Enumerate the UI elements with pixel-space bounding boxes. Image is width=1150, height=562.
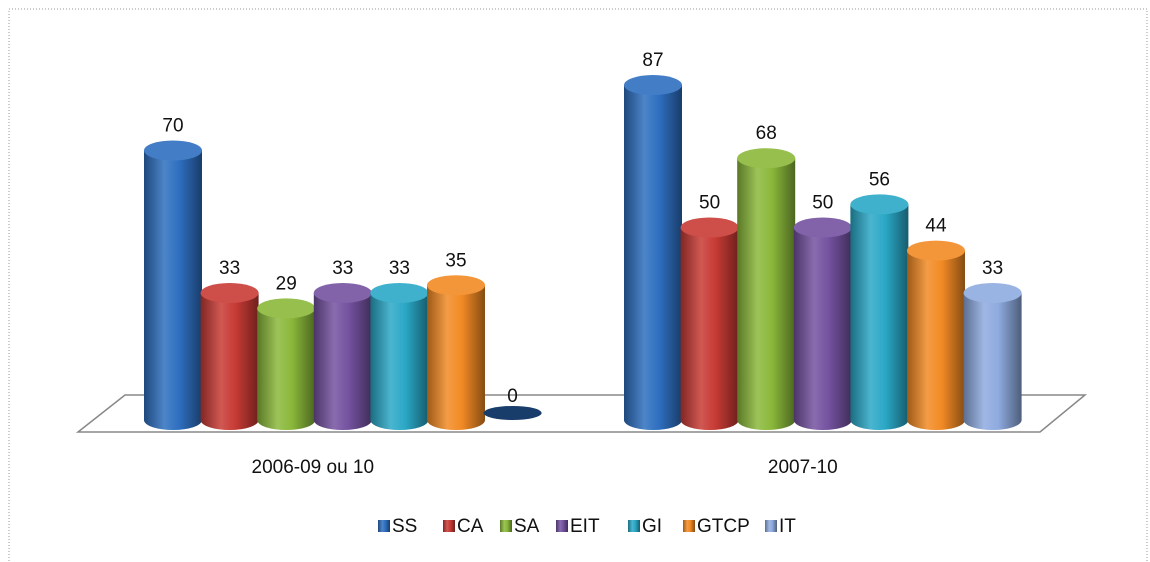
bar	[850, 194, 909, 430]
bar	[257, 298, 316, 430]
x-tick-label: 2006-09 ou 10	[252, 457, 375, 478]
legend-label: GI	[642, 516, 662, 537]
data-label: 56	[869, 169, 890, 190]
bar	[624, 75, 682, 430]
data-label: 33	[219, 258, 240, 279]
legend-label: GTCP	[697, 516, 750, 537]
data-label: 33	[982, 258, 1003, 279]
bar	[963, 282, 1022, 430]
data-label: 29	[276, 273, 297, 294]
data-label: 50	[699, 193, 720, 214]
data-label: 33	[332, 258, 353, 279]
legend-label: CA	[457, 516, 484, 537]
bar	[737, 148, 796, 430]
bar	[793, 217, 852, 430]
data-label: 68	[756, 123, 777, 144]
bar	[313, 282, 372, 430]
legend-label: EIT	[570, 516, 600, 537]
bar	[427, 275, 485, 430]
data-label: 35	[445, 250, 466, 271]
legend-marker	[628, 520, 640, 532]
bar	[907, 240, 965, 430]
data-label: 0	[507, 386, 518, 407]
bar	[144, 140, 202, 430]
legend-marker	[500, 520, 512, 532]
data-label: 33	[389, 258, 410, 279]
legend-label: IT	[779, 516, 796, 537]
legend-label: SA	[514, 516, 540, 537]
bar	[483, 406, 542, 420]
data-label: 70	[162, 116, 183, 137]
legend-label: SS	[392, 516, 417, 537]
legend-marker	[765, 520, 777, 532]
legend-marker	[683, 520, 695, 532]
data-label: 87	[642, 50, 663, 71]
bar	[370, 282, 429, 430]
bar	[200, 282, 259, 430]
x-tick-label: 2007-10	[768, 457, 838, 478]
data-label: 44	[925, 216, 947, 237]
bar	[680, 217, 739, 430]
legend-marker	[443, 520, 455, 532]
legend-marker	[378, 520, 390, 532]
data-label: 50	[812, 193, 833, 214]
legend-marker	[556, 520, 568, 532]
